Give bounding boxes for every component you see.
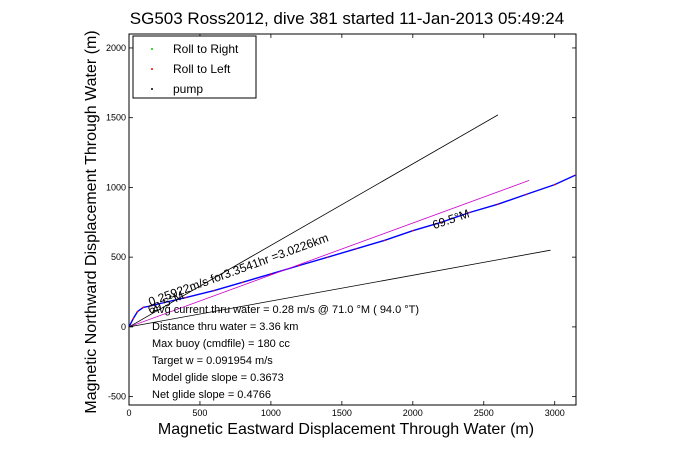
y-tick-label: -500 — [108, 392, 126, 402]
legend-marker-roll-right — [151, 48, 153, 50]
track-point — [468, 211, 471, 214]
track-point — [575, 174, 576, 176]
track-point — [136, 310, 139, 313]
x-tick-label: 500 — [192, 408, 207, 418]
stat-net-glide-slope: Net glide slope = 0.4766 — [152, 389, 271, 401]
dive-statistics: Avg current thru water = 0.28 m/s @ 71.0… — [152, 304, 419, 401]
track-point — [142, 306, 144, 309]
x-tick-label: 2000 — [403, 408, 423, 418]
stat-max-buoy: Max buoy (cmdfile) = 180 cc — [152, 338, 290, 350]
y-tick-label: 1000 — [106, 182, 126, 192]
y-tick-label: 500 — [111, 252, 126, 262]
legend: Roll to Right Roll to Left pump — [132, 35, 257, 99]
track-point — [553, 183, 556, 186]
legend-label-roll-left: Roll to Left — [173, 62, 231, 76]
track-point — [132, 317, 135, 320]
stat-avg-current: Avg current thru water = 0.28 m/s @ 71.0… — [152, 304, 419, 316]
y-axis-label: Magnetic Northward Displacement Through … — [83, 30, 100, 413]
track-point — [355, 248, 357, 250]
track-point — [383, 239, 386, 242]
y-tick-label: 2000 — [106, 43, 126, 53]
track-point — [440, 221, 443, 224]
series-line-2 — [129, 114, 499, 328]
legend-marker-pump — [151, 88, 153, 90]
track-point — [497, 203, 499, 205]
x-axis-label: Magnetic Eastward Displacement Through W… — [158, 421, 534, 438]
axis-ticks: 0 500 1000 1500 2000 2500 3000-500050010001500… — [106, 34, 576, 418]
track-point — [213, 289, 215, 292]
x-tick-label: 1000 — [261, 408, 281, 418]
track-point — [412, 229, 414, 232]
track-point — [149, 305, 152, 307]
track-point — [185, 296, 187, 299]
track-point — [270, 273, 272, 275]
chart-title: SG503 Ross2012, dive 381 started 11-Jan-… — [130, 9, 564, 28]
legend-box — [132, 35, 257, 99]
track-point — [241, 281, 244, 284]
x-tick-label: 0 — [126, 408, 131, 418]
y-tick-label: 0 — [121, 322, 126, 332]
stat-distance: Distance thru water = 3.36 km — [152, 321, 298, 333]
stat-target-w: Target w = 0.091954 m/s — [152, 355, 273, 367]
track-point — [525, 193, 528, 196]
track-point — [163, 301, 166, 304]
legend-label-roll-right: Roll to Right — [173, 42, 239, 56]
track-point — [326, 256, 329, 259]
legend-marker-roll-left — [151, 68, 153, 70]
x-tick-label: 2500 — [474, 408, 494, 418]
y-tick-label: 1500 — [106, 113, 126, 123]
stat-model-glide-slope: Model glide slope = 0.3673 — [152, 372, 284, 384]
series-line-3 — [129, 249, 551, 328]
x-tick-label: 3000 — [545, 408, 565, 418]
legend-label-pump: pump — [173, 82, 203, 96]
series-line-1 — [129, 180, 530, 328]
x-tick-label: 1500 — [332, 408, 352, 418]
